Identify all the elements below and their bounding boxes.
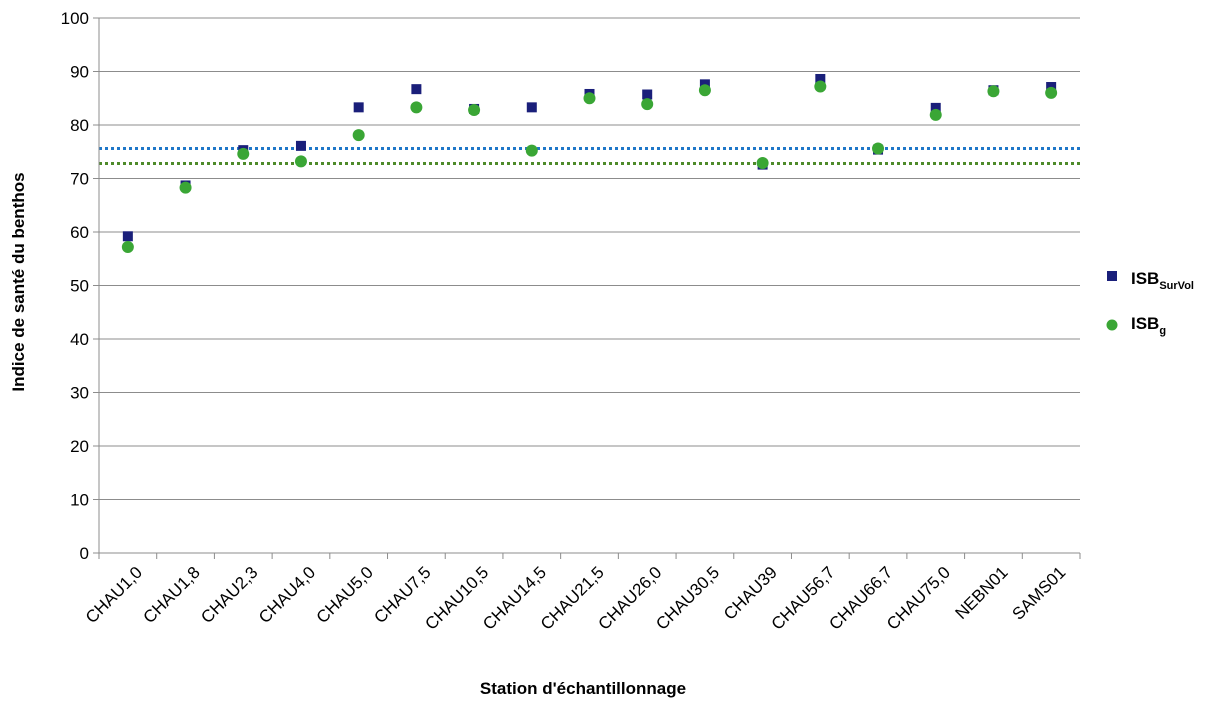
y-tick-label: 70: [70, 170, 89, 189]
legend-label-isb-survol: ISBSurVol: [1131, 269, 1194, 292]
data-point-square: [526, 102, 537, 113]
data-point-square: [295, 140, 306, 151]
data-point-circle: [352, 129, 365, 142]
data-point-square: [642, 89, 653, 100]
y-tick-labels: 0 10 20 30 40 50 60 70 80 90 100: [61, 9, 99, 563]
y-tick-label: 100: [61, 9, 89, 28]
data-point-circle: [929, 108, 942, 121]
data-point-circle: [468, 104, 481, 117]
y-tick-label: 30: [70, 384, 89, 403]
data-point-circle: [294, 155, 307, 168]
legend-label-isb-survol-main: ISB: [1131, 269, 1159, 288]
data-point-circle: [410, 101, 423, 114]
data-point-circle: [698, 84, 711, 97]
data-point-square: [122, 231, 133, 242]
x-tick-label: CHAU4,0: [255, 563, 319, 627]
y-tick-label: 0: [80, 544, 89, 563]
y-tick-label: 40: [70, 330, 89, 349]
data-point-circle: [814, 80, 827, 93]
data-point-circle: [583, 92, 596, 105]
y-tick-label: 90: [70, 63, 89, 82]
x-tick-label: CHAU1,8: [140, 563, 204, 627]
x-tick-label: CHAU75,0: [883, 563, 954, 634]
y-tick-label: 60: [70, 223, 89, 242]
data-point-circle: [525, 144, 538, 157]
x-axis-title: Station d'échantillonnage: [480, 679, 686, 698]
data-points: [121, 73, 1058, 253]
data-point-circle: [872, 142, 885, 155]
data-point-circle: [987, 85, 1000, 98]
data-point-square: [930, 102, 941, 113]
x-tick-label: CHAU39: [720, 563, 781, 624]
data-point-square: [815, 73, 826, 84]
x-tick-label: CHAU1,0: [82, 563, 146, 627]
data-point-circle: [237, 147, 250, 160]
x-tick-label: SAMS01: [1009, 563, 1070, 624]
y-axis-title: Indice de santé du benthos: [9, 172, 28, 391]
data-point-circle: [121, 240, 134, 253]
reference-lines: [99, 147, 1080, 166]
legend-label-isb-g-sub: g: [1159, 325, 1166, 337]
data-point-circle: [756, 156, 769, 169]
y-tick-label: 50: [70, 277, 89, 296]
data-point-circle: [179, 181, 192, 194]
data-point-circle: [641, 98, 654, 111]
data-point-circle: [1045, 86, 1058, 99]
legend-marker-circle: [1106, 319, 1118, 331]
data-point-square: [411, 84, 422, 95]
legend-label-isb-g: ISBg: [1131, 314, 1166, 337]
legend: ISBSurVol ISBg: [1106, 269, 1194, 337]
y-tick-label: 10: [70, 491, 89, 510]
legend-marker-square: [1107, 271, 1117, 281]
x-tick-label: CHAU5,0: [313, 563, 377, 627]
x-tick-label: NEBN01: [951, 563, 1011, 623]
x-tick-label: CHAU2,3: [197, 563, 261, 627]
y-tick-label: 20: [70, 437, 89, 456]
x-tick-label: CHAU30,5: [652, 563, 723, 634]
data-point-square: [353, 102, 364, 113]
legend-label-isb-g-main: ISB: [1131, 314, 1159, 333]
legend-label-isb-survol-sub: SurVol: [1159, 280, 1194, 292]
y-tick-label: 80: [70, 116, 89, 135]
grid-lines: [99, 17, 1080, 500]
